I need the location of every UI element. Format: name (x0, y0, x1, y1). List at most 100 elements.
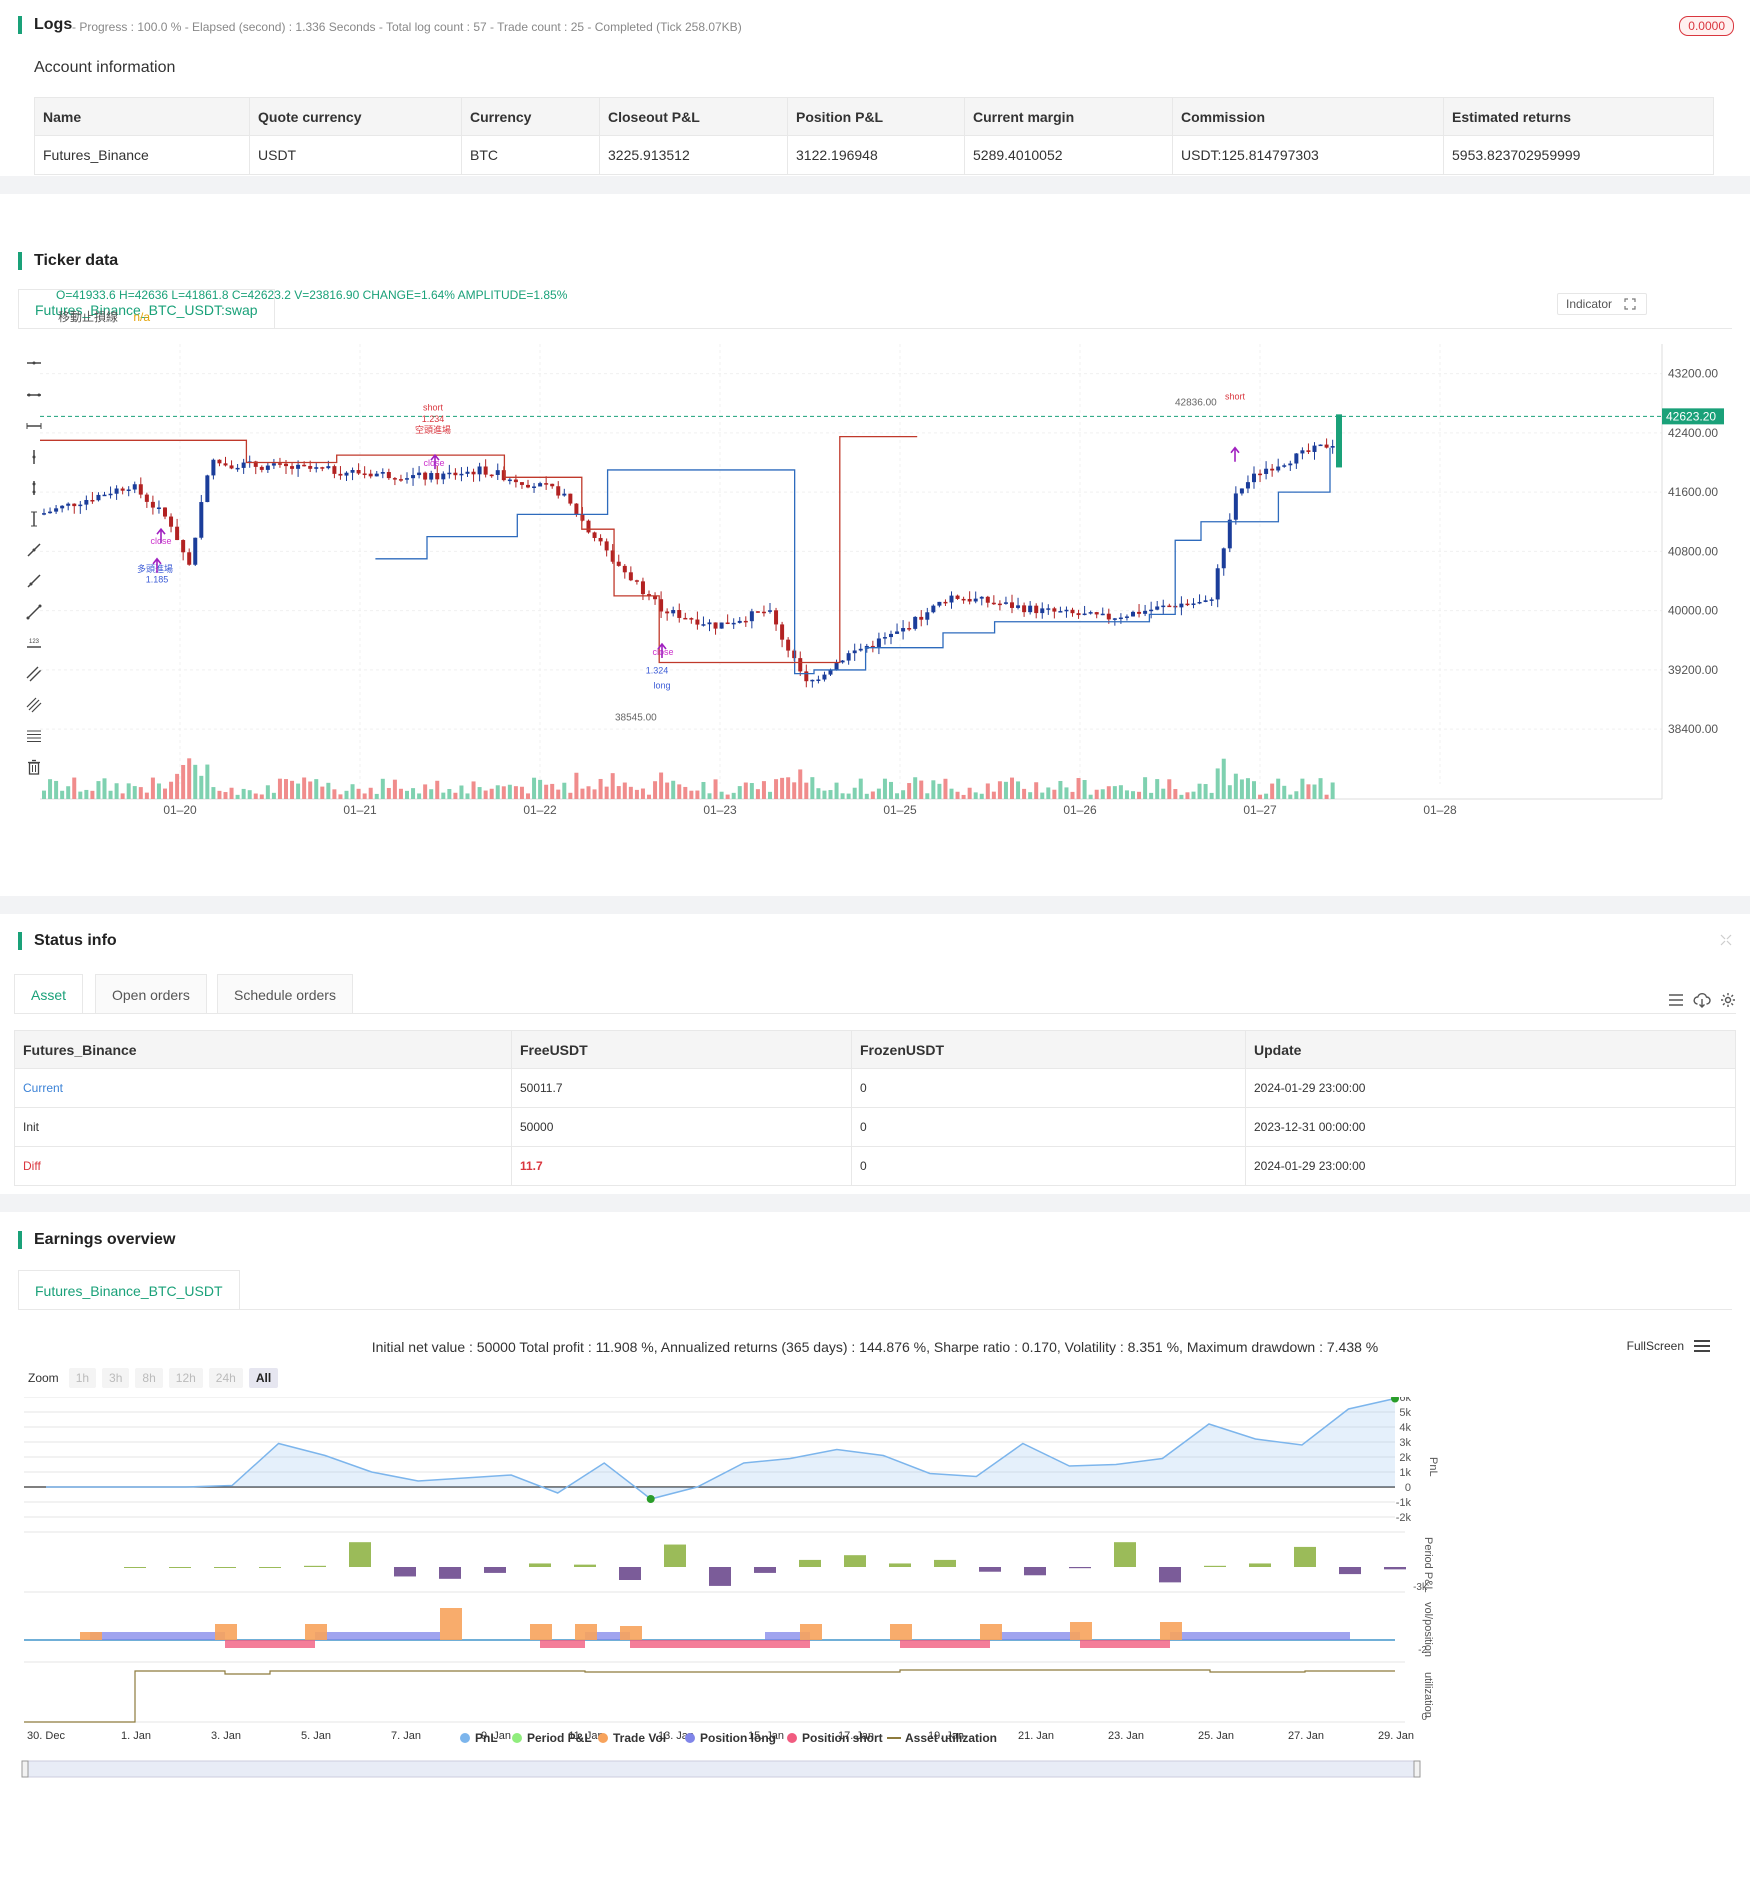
segment-icon[interactable] (26, 604, 42, 620)
candle-body (1270, 468, 1275, 471)
volume-bar (338, 794, 343, 799)
volume-bar (538, 779, 543, 799)
volume-bar (302, 777, 307, 799)
logs-panel: Logs - Progress : 100.0 % - Elapsed (sec… (0, 0, 1750, 176)
volume-bar (1058, 780, 1063, 799)
pnl-max-marker (1391, 1397, 1399, 1403)
candle-body (840, 660, 845, 663)
position-long-bar (315, 1632, 440, 1640)
volume-bar (163, 788, 167, 799)
collapse-icon[interactable] (1720, 934, 1732, 946)
price-line-icon[interactable]: 123 (26, 635, 42, 651)
zoom-8h-button[interactable]: 8h (135, 1368, 163, 1388)
candlestick-chart[interactable]: 43200.00 42400.00 41600.00 40800.00 40000.00… (40, 344, 1740, 864)
channel-icon[interactable] (26, 697, 42, 713)
tab-asset[interactable]: Asset (14, 974, 84, 1014)
volume-bar (150, 777, 155, 799)
candle-body (586, 520, 591, 533)
horizontal-ray-icon[interactable] (26, 387, 42, 403)
volume-bar (132, 786, 137, 799)
account-cell: USDT (249, 135, 462, 175)
vertical-ray-icon[interactable] (26, 480, 42, 496)
ticker-tab[interactable]: Futures_Binance_BTC_USDT:swap (18, 289, 275, 329)
zoom-all-button[interactable]: All (248, 1368, 279, 1388)
volume-bar (768, 791, 772, 799)
cloud-download-icon[interactable] (1693, 992, 1711, 1008)
candle-body (985, 596, 990, 603)
period-pnl-bar (394, 1567, 416, 1577)
earnings-summary: Initial net value : 50000 Total profit :… (371, 1339, 1379, 1355)
vertical-line-icon[interactable] (26, 449, 42, 465)
volume-bar (689, 790, 694, 799)
parallel-line-icon[interactable] (26, 666, 42, 682)
legend-item: Position short (802, 1731, 883, 1745)
fullscreen-button[interactable]: FullScreen (1627, 1339, 1710, 1353)
volume-bar (985, 783, 990, 799)
volume-bar (1046, 787, 1051, 799)
volume-bar (544, 784, 549, 799)
candle-body (634, 580, 639, 582)
menu-icon[interactable] (1694, 1339, 1710, 1353)
candle-body (919, 616, 924, 620)
candle-body (876, 638, 881, 647)
indicator-button[interactable]: Indicator (1557, 293, 1647, 315)
last-candle-body (1336, 414, 1342, 468)
volume-bar (138, 787, 143, 799)
tab-divider (18, 328, 1732, 329)
candle-body (707, 622, 712, 625)
zoom-1h-button[interactable]: 1h (68, 1368, 97, 1388)
volume-bar (1215, 768, 1220, 799)
candle-body (852, 650, 857, 654)
zoom-12h-button[interactable]: 12h (168, 1368, 203, 1388)
tab-schedule-orders[interactable]: Schedule orders (217, 974, 353, 1014)
x-tick-label: 5. Jan (301, 1730, 331, 1742)
candle-body (768, 610, 772, 612)
pnl-tick-label: 6k (1399, 1397, 1411, 1404)
signal-short-label: short (423, 403, 444, 413)
date-tick-label: 01–25 (883, 803, 917, 817)
horizontal-line-icon[interactable] (26, 355, 42, 371)
volume-bar (858, 778, 863, 799)
volume-bar (447, 788, 452, 799)
logs-badge[interactable]: 0.0000 (1679, 16, 1734, 36)
candle-body (290, 466, 295, 469)
period-pnl-bar (1114, 1542, 1136, 1567)
candle-body (193, 537, 198, 565)
candle-body (308, 465, 313, 469)
earnings-tab[interactable]: Futures_Binance_BTC_USDT (18, 1270, 240, 1310)
candle-body (96, 494, 101, 501)
zoom-24h-button[interactable]: 24h (208, 1368, 243, 1388)
candle-body (907, 628, 912, 630)
horizontal-segment-icon[interactable] (26, 418, 42, 434)
volume-bar (1306, 784, 1311, 799)
candle-body (1106, 613, 1111, 620)
gear-icon[interactable] (1720, 992, 1736, 1008)
signal-close-label: close (423, 458, 444, 468)
volume-bar (477, 787, 482, 799)
candle-body (429, 473, 434, 480)
expand-icon[interactable] (1624, 298, 1636, 310)
trash-icon[interactable] (26, 759, 42, 775)
zoom-3h-button[interactable]: 3h (102, 1368, 130, 1388)
candle-body (647, 594, 651, 596)
candle-body (60, 505, 65, 509)
candle-body (828, 669, 833, 675)
ray-line-icon[interactable] (26, 573, 42, 589)
fibonacci-icon[interactable] (26, 728, 42, 744)
volume-bar (556, 789, 561, 799)
candle-body (1058, 611, 1063, 613)
candle-body (1040, 608, 1045, 614)
candle-body (332, 466, 337, 474)
volume-bar (731, 792, 736, 799)
indicator-legend: 移動止損線 n/a (58, 308, 150, 325)
candle-body (489, 474, 494, 477)
list-icon[interactable] (1668, 992, 1684, 1008)
trend-line-icon[interactable] (26, 542, 42, 558)
tab-open-orders[interactable]: Open orders (95, 974, 207, 1014)
vertical-segment-icon[interactable] (26, 511, 42, 527)
candle-body (1330, 446, 1335, 448)
current-price-label: 42623.20 (1666, 409, 1716, 423)
high-annotation: 42836.00 (1175, 398, 1217, 409)
volume-bar (1106, 786, 1111, 799)
